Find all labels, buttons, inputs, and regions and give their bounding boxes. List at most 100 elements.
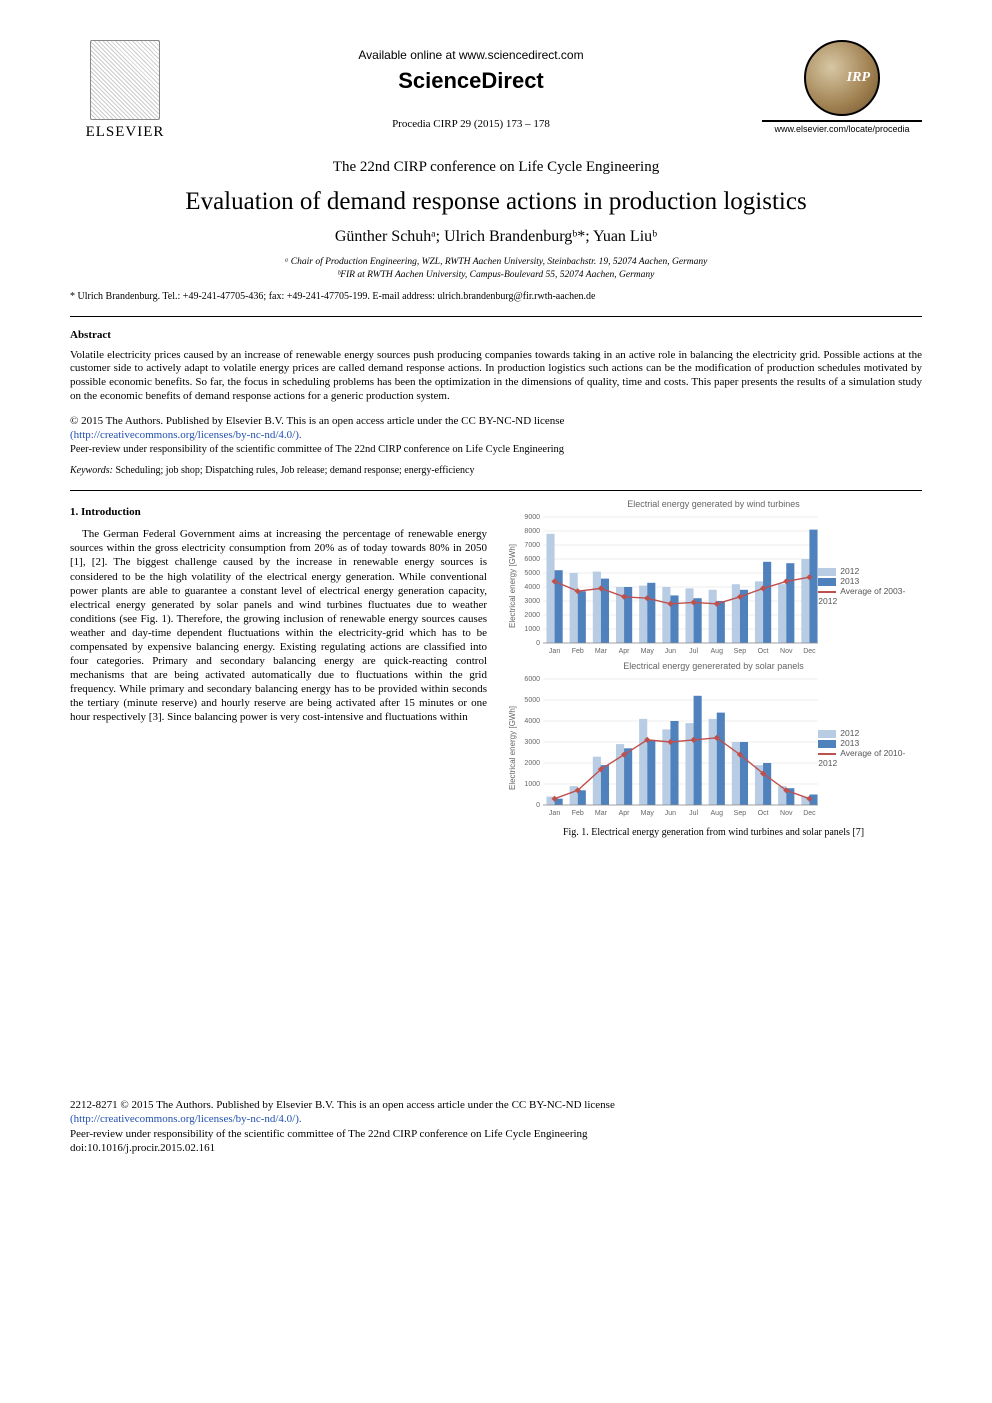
cirp-url: www.elsevier.com/locate/procedia [762, 120, 922, 134]
footer-line1: 2212-8271 © 2015 The Authors. Published … [70, 1099, 615, 1111]
svg-text:Dec: Dec [803, 810, 816, 817]
fig1-chart-solar: Electrical energy genererated by solar p… [505, 661, 922, 823]
svg-text:Aug: Aug [711, 810, 724, 817]
fig1-caption: Fig. 1. Electrical energy generation fro… [505, 827, 922, 838]
svg-text:6000: 6000 [524, 676, 540, 683]
elsevier-label: ELSEVIER [70, 124, 180, 141]
cirp-circle-icon: IRP [804, 40, 880, 116]
svg-text:Nov: Nov [780, 648, 793, 655]
svg-text:Mar: Mar [595, 648, 608, 655]
elsevier-logo-block: ELSEVIER [70, 40, 180, 141]
svg-text:1000: 1000 [524, 626, 540, 633]
introduction-body: The German Federal Government aims at in… [70, 527, 487, 724]
svg-text:2000: 2000 [524, 612, 540, 619]
svg-text:Apr: Apr [619, 648, 631, 655]
license-line1: © 2015 The Authors. Published by Elsevie… [70, 415, 564, 427]
legend-2012: 2012 [818, 566, 922, 576]
page-footer: 2212-8271 © 2015 The Authors. Published … [70, 1098, 922, 1155]
svg-text:Sep: Sep [734, 810, 747, 817]
column-left: 1. Introduction The German Federal Gover… [70, 499, 487, 838]
legend-avg: Average of 2003-2012 [818, 586, 922, 606]
peer-review-line: Peer-review under responsibility of the … [70, 444, 922, 455]
divider-bottom [70, 490, 922, 491]
footer-license-link[interactable]: (http://creativecommons.org/licenses/by-… [70, 1113, 302, 1125]
legend-line-avg-icon [818, 591, 836, 593]
sciencedirect-logo: ScienceDirect [180, 68, 762, 94]
svg-text:Sep: Sep [734, 648, 747, 655]
affiliations: ᵃ Chair of Production Engineering, WZL, … [70, 256, 922, 283]
svg-text:7000: 7000 [524, 542, 540, 549]
column-right: Electrial energy generated by wind turbi… [505, 499, 922, 838]
legend-2012-solar: 2012 [818, 728, 922, 738]
svg-text:Jan: Jan [549, 810, 560, 817]
chart-solar-title: Electrical energy genererated by solar p… [505, 661, 922, 671]
svg-text:5000: 5000 [524, 570, 540, 577]
svg-text:5000: 5000 [524, 697, 540, 704]
svg-text:Electrical energy [GWh]: Electrical energy [GWh] [508, 706, 517, 790]
legend-avg-label: Average of 2003-2012 [818, 586, 905, 606]
page-header: ELSEVIER Available online at www.science… [70, 40, 922, 141]
legend-2012-label: 2012 [840, 566, 859, 576]
legend-swatch-2013-solar-icon [818, 740, 836, 748]
license-block: © 2015 The Authors. Published by Elsevie… [70, 414, 922, 443]
svg-text:Jul: Jul [689, 648, 698, 655]
svg-text:Electrical energy [GWh]: Electrical energy [GWh] [508, 544, 517, 628]
svg-text:Nov: Nov [780, 810, 793, 817]
svg-text:0: 0 [536, 640, 540, 647]
svg-text:May: May [641, 810, 655, 817]
affiliation-a: ᵃ Chair of Production Engineering, WZL, … [70, 256, 922, 269]
chart-wind-title: Electrial energy generated by wind turbi… [505, 499, 922, 509]
legend-2013: 2013 [818, 576, 922, 586]
legend-avg-solar-label: Average of 2010-2012 [818, 748, 905, 768]
chart-solar-legend: 2012 2013 Average of 2010-2012 [818, 728, 922, 768]
svg-text:Dec: Dec [803, 648, 816, 655]
legend-swatch-2013-icon [818, 578, 836, 586]
svg-text:Jun: Jun [665, 810, 676, 817]
svg-text:Oct: Oct [758, 810, 769, 817]
cirp-logo-block: IRP www.elsevier.com/locate/procedia [762, 40, 922, 134]
svg-text:Mar: Mar [595, 810, 608, 817]
affiliation-b: ᵇFIR at RWTH Aachen University, Campus-B… [70, 269, 922, 282]
fig1-chart-wind: Electrial energy generated by wind turbi… [505, 499, 922, 661]
svg-text:Aug: Aug [711, 648, 724, 655]
procedia-reference: Procedia CIRP 29 (2015) 173 – 178 [180, 118, 762, 130]
legend-2013-solar: 2013 [818, 738, 922, 748]
svg-text:Jul: Jul [689, 810, 698, 817]
svg-text:Feb: Feb [572, 810, 584, 817]
two-column-body: 1. Introduction The German Federal Gover… [70, 499, 922, 838]
legend-swatch-2012-icon [818, 568, 836, 576]
available-online-text: Available online at www.sciencedirect.co… [180, 48, 762, 62]
svg-text:0: 0 [536, 802, 540, 809]
conference-title: The 22nd CIRP conference on Life Cycle E… [70, 159, 922, 176]
legend-swatch-2012-solar-icon [818, 730, 836, 738]
abstract-heading: Abstract [70, 329, 922, 341]
svg-text:3000: 3000 [524, 598, 540, 605]
svg-text:8000: 8000 [524, 528, 540, 535]
svg-text:4000: 4000 [524, 718, 540, 725]
legend-2013-label: 2013 [840, 576, 859, 586]
svg-text:2000: 2000 [524, 760, 540, 767]
license-link[interactable]: (http://creativecommons.org/licenses/by-… [70, 429, 302, 441]
legend-2012-solar-label: 2012 [840, 728, 859, 738]
svg-text:May: May [641, 648, 655, 655]
elsevier-tree-icon [90, 40, 160, 120]
svg-text:Jun: Jun [665, 648, 676, 655]
footer-peer: Peer-review under responsibility of the … [70, 1128, 588, 1140]
corresponding-author: * Ulrich Brandenburg. Tel.: +49-241-4770… [70, 291, 922, 302]
chart-solar-svg: 0100020003000400050006000Electrical ener… [505, 673, 818, 823]
svg-text:3000: 3000 [524, 739, 540, 746]
svg-text:Jan: Jan [549, 648, 560, 655]
svg-text:Feb: Feb [572, 648, 584, 655]
divider-top [70, 316, 922, 317]
cirp-logo-text: IRP [847, 70, 870, 86]
abstract-body: Volatile electricity prices caused by an… [70, 349, 922, 404]
corresponding-text: * Ulrich Brandenburg. Tel.: +49-241-4770… [70, 291, 596, 302]
svg-text:6000: 6000 [524, 556, 540, 563]
keywords-text: Scheduling; job shop; Dispatching rules,… [113, 465, 474, 476]
chart-wind-legend: 2012 2013 Average of 2003-2012 [818, 566, 922, 606]
legend-line-avg-solar-icon [818, 753, 836, 755]
chart-wind-svg: 0100020003000400050006000700080009000Ele… [505, 511, 818, 661]
keywords-label: Keywords: [70, 465, 113, 476]
footer-doi: doi:10.1016/j.procir.2015.02.161 [70, 1142, 215, 1154]
svg-text:4000: 4000 [524, 584, 540, 591]
